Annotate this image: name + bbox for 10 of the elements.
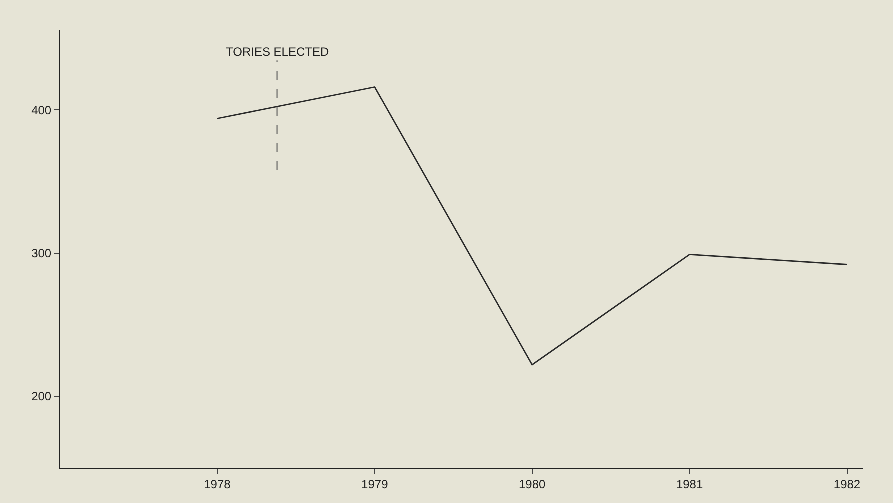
y-tick-label: 400	[32, 103, 52, 118]
x-tick-label: 1980	[519, 477, 546, 492]
line-series	[216, 86, 848, 366]
x-tick-label: 1981	[676, 477, 704, 492]
ref-line-label: TORIES ELECTED	[226, 45, 330, 59]
x-tick-label: 1978	[204, 477, 232, 492]
x-tick-label: 1979	[362, 477, 389, 492]
y-tick-label: 200	[32, 390, 52, 404]
y-tick-label: 300	[32, 246, 52, 260]
x-tick-label: 1982	[834, 477, 861, 492]
